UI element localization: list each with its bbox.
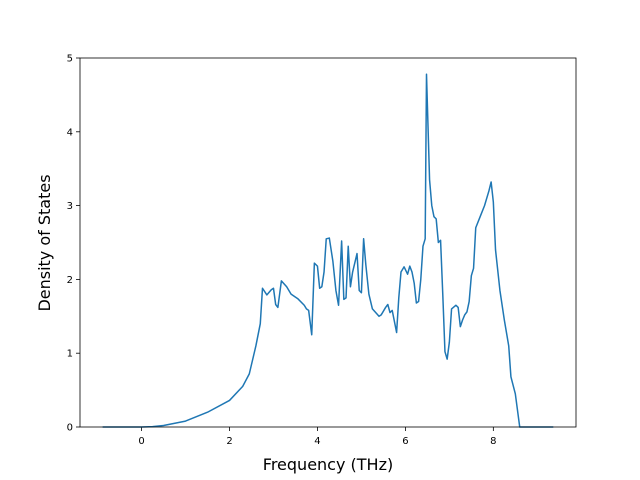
- x-tick-label: 2: [226, 436, 232, 447]
- y-tick-label: 0: [67, 423, 73, 434]
- x-tick-label: 8: [490, 436, 496, 447]
- x-tick-label: 4: [314, 436, 320, 447]
- y-tick-label: 4: [67, 127, 73, 138]
- y-tick-label: 2: [67, 275, 73, 286]
- x-tick-label: 0: [138, 436, 144, 447]
- y-tick-label: 5: [67, 54, 73, 65]
- y-tick-label: 3: [67, 201, 73, 212]
- y-axis-label: Density of States: [35, 174, 54, 311]
- line-series: [102, 73, 554, 428]
- plot-frame: [79, 57, 577, 428]
- x-axis-label: Frequency (THz): [263, 455, 393, 474]
- y-tick-label: 1: [67, 349, 73, 360]
- x-tick-label: 6: [402, 436, 408, 447]
